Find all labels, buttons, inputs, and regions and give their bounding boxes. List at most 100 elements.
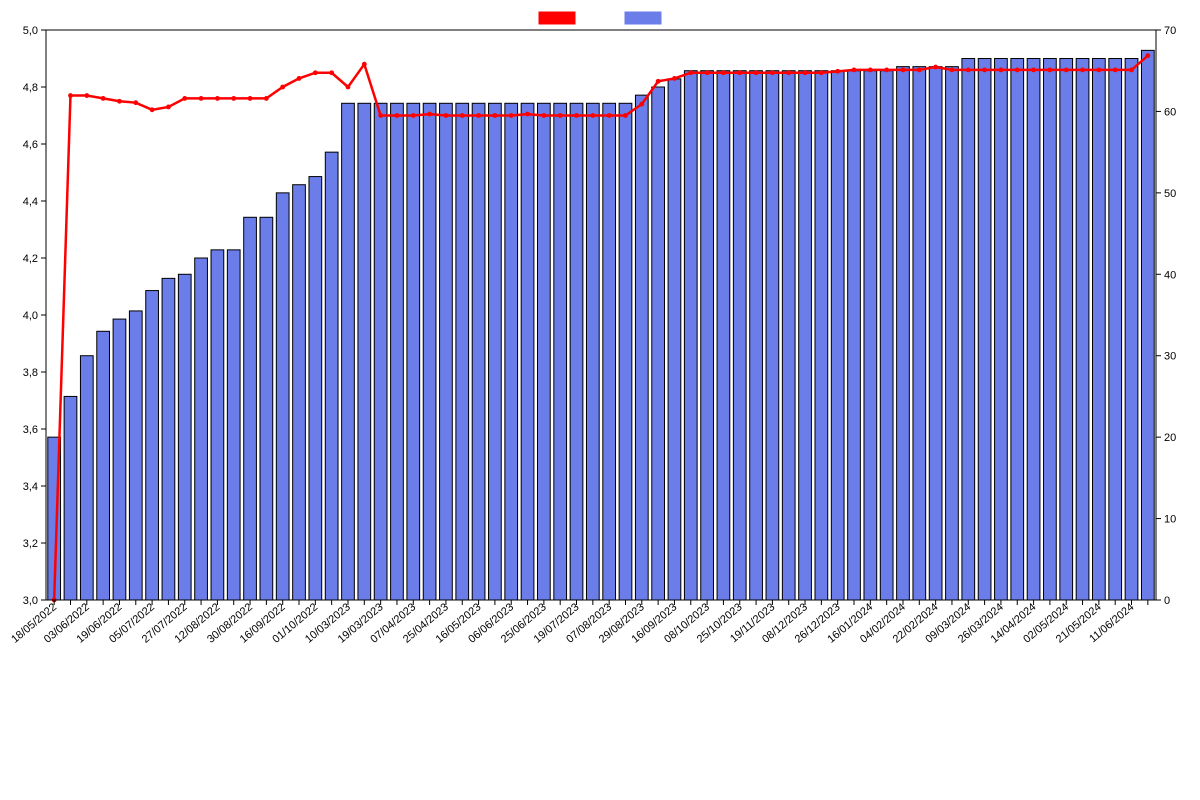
bar xyxy=(684,71,697,600)
bar xyxy=(244,217,257,600)
bar xyxy=(195,258,208,600)
bar xyxy=(1125,59,1138,601)
line-marker xyxy=(150,107,155,112)
bar xyxy=(1093,59,1106,601)
line-marker xyxy=(264,96,269,101)
bar xyxy=(848,71,861,600)
bar xyxy=(97,331,110,600)
line-marker xyxy=(297,76,302,81)
bar xyxy=(946,67,959,600)
line-marker xyxy=(705,70,710,75)
line-marker xyxy=(1064,68,1069,73)
bar xyxy=(864,71,877,600)
line-marker xyxy=(1113,68,1118,73)
bar xyxy=(603,103,616,600)
y-left-tick-label: 4,6 xyxy=(23,139,38,151)
line-marker xyxy=(982,68,987,73)
bar xyxy=(897,67,910,600)
bar xyxy=(1011,59,1024,601)
line-marker xyxy=(1047,68,1052,73)
y-right-tick-label: 50 xyxy=(1164,188,1176,200)
y-left-tick-label: 4,8 xyxy=(23,82,38,94)
y-left-tick-label: 3,8 xyxy=(23,367,38,379)
legend-swatch xyxy=(539,12,575,24)
line-marker xyxy=(901,68,906,73)
bar xyxy=(227,250,240,600)
bar xyxy=(782,71,795,600)
line-marker xyxy=(231,96,236,101)
line-marker xyxy=(656,79,661,84)
bar xyxy=(668,79,681,600)
y-right-tick-label: 60 xyxy=(1164,106,1176,118)
line-marker xyxy=(411,113,416,118)
line-marker xyxy=(166,105,171,110)
bar xyxy=(978,59,991,601)
bar xyxy=(391,103,404,600)
line-marker xyxy=(492,113,497,118)
bar xyxy=(521,103,534,600)
line-marker xyxy=(884,68,889,73)
line-marker xyxy=(395,113,400,118)
bar xyxy=(1141,50,1154,600)
bar xyxy=(831,71,844,600)
line-marker xyxy=(868,68,873,73)
bar xyxy=(211,250,224,600)
bar xyxy=(325,152,338,600)
line-marker xyxy=(623,113,628,118)
bar xyxy=(489,103,502,600)
bar xyxy=(505,103,518,600)
line-marker xyxy=(329,70,334,75)
bar xyxy=(799,71,812,600)
bar xyxy=(64,396,77,600)
bar xyxy=(423,103,436,600)
bar xyxy=(358,103,371,600)
line-marker xyxy=(672,76,677,81)
bar xyxy=(619,103,632,600)
line-marker xyxy=(558,113,563,118)
y-right-tick-label: 0 xyxy=(1164,595,1170,607)
bar xyxy=(766,71,779,600)
y-right-tick-label: 40 xyxy=(1164,269,1176,281)
line-marker xyxy=(639,102,644,107)
bar xyxy=(538,103,551,600)
line-marker xyxy=(590,113,595,118)
line-marker xyxy=(770,70,775,75)
bar xyxy=(750,71,763,600)
bar xyxy=(733,71,746,600)
y-left-tick-label: 3,4 xyxy=(23,481,38,493)
line-marker xyxy=(476,113,481,118)
line-marker xyxy=(525,112,530,117)
line-marker xyxy=(313,70,318,75)
line-marker xyxy=(852,68,857,73)
y-left-tick-label: 3,0 xyxy=(23,595,38,607)
line-marker xyxy=(1145,53,1150,58)
line-marker xyxy=(444,113,449,118)
bar xyxy=(962,59,975,601)
bar xyxy=(407,103,420,600)
line-marker xyxy=(966,68,971,73)
bar xyxy=(440,103,453,600)
bar xyxy=(276,193,289,600)
y-left-tick-label: 5,0 xyxy=(23,25,38,37)
line-marker xyxy=(1096,68,1101,73)
line-marker xyxy=(541,113,546,118)
line-marker xyxy=(362,62,367,67)
bar xyxy=(162,278,175,600)
line-marker xyxy=(378,113,383,118)
line-marker xyxy=(819,70,824,75)
y-right-tick-label: 30 xyxy=(1164,351,1176,363)
line-marker xyxy=(280,85,285,90)
bar xyxy=(1027,59,1040,601)
line-marker xyxy=(737,70,742,75)
bar xyxy=(880,71,893,600)
y-left-tick-label: 4,4 xyxy=(23,196,38,208)
line-marker xyxy=(215,96,220,101)
line-marker xyxy=(460,113,465,118)
line-marker xyxy=(835,69,840,74)
y-right-tick-label: 20 xyxy=(1164,432,1176,444)
bar xyxy=(113,319,126,600)
bar xyxy=(701,71,714,600)
y-right-tick-label: 70 xyxy=(1164,25,1176,37)
bar xyxy=(129,311,142,600)
line-marker xyxy=(101,96,106,101)
